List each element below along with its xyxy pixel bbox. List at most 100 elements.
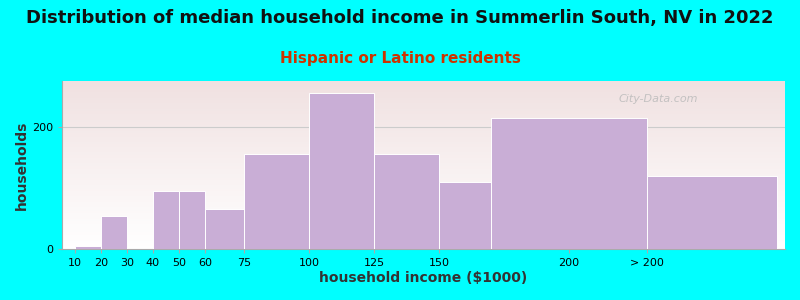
Bar [62, 102, 785, 103]
Bar [62, 113, 785, 114]
Bar [62, 159, 785, 160]
Bar [62, 216, 785, 217]
Bar [62, 225, 785, 226]
Bar [62, 108, 785, 109]
Bar [62, 126, 785, 127]
Bar [62, 84, 785, 85]
Bar [62, 214, 785, 215]
Bar [62, 199, 785, 200]
Bar [62, 213, 785, 214]
Bar [62, 131, 785, 132]
Bar [62, 240, 785, 241]
Bar [62, 197, 785, 198]
Bar [62, 149, 785, 150]
Bar [62, 115, 785, 116]
Bar [62, 152, 785, 153]
Bar [62, 211, 785, 212]
Bar [62, 158, 785, 159]
Bar [62, 127, 785, 128]
Bar [62, 161, 785, 162]
Bar [62, 227, 785, 228]
Bar [62, 188, 785, 189]
Bar [62, 128, 785, 129]
Bar [62, 234, 785, 235]
Bar [62, 169, 785, 170]
Bar [62, 165, 785, 166]
Bar [62, 151, 785, 152]
Bar [62, 237, 785, 238]
Bar [62, 187, 785, 188]
Bar [62, 135, 785, 136]
Bar [62, 247, 785, 248]
Bar [62, 194, 785, 195]
Bar [62, 190, 785, 191]
Bar [62, 112, 785, 113]
Bar [62, 228, 785, 229]
Bar [62, 144, 785, 145]
Bar [62, 122, 785, 123]
Bar [62, 133, 785, 134]
Bar [62, 157, 785, 158]
Bar [491, 118, 647, 249]
Bar [153, 191, 179, 249]
Bar [309, 93, 374, 249]
Bar [62, 150, 785, 151]
Bar [62, 166, 785, 167]
Bar [62, 192, 785, 193]
Bar [62, 245, 785, 246]
Bar [62, 184, 785, 185]
Bar [62, 182, 785, 183]
Bar [62, 114, 785, 115]
Bar [62, 193, 785, 194]
Bar [62, 118, 785, 119]
Bar [62, 130, 785, 131]
Bar [62, 85, 785, 86]
Bar [62, 195, 785, 196]
Bar [62, 206, 785, 207]
Bar [62, 168, 785, 169]
Bar [62, 198, 785, 199]
Bar [62, 100, 785, 101]
Bar [179, 191, 205, 249]
Bar [62, 236, 785, 237]
Text: Hispanic or Latino residents: Hispanic or Latino residents [279, 51, 521, 66]
Bar [374, 154, 439, 249]
Bar [62, 117, 785, 118]
Bar [62, 99, 785, 100]
Bar [62, 129, 785, 130]
Bar [62, 81, 785, 82]
Text: City-Data.com: City-Data.com [618, 94, 698, 104]
Bar [62, 202, 785, 203]
Bar [62, 232, 785, 233]
Bar [62, 244, 785, 245]
Bar [62, 103, 785, 104]
Bar [62, 124, 785, 125]
Bar [62, 101, 785, 102]
Bar [62, 176, 785, 177]
Bar [62, 119, 785, 120]
Bar [62, 86, 785, 87]
Bar [62, 171, 785, 172]
Bar [62, 137, 785, 138]
Bar [62, 175, 785, 176]
Bar [62, 91, 785, 92]
Y-axis label: households: households [15, 120, 29, 210]
Bar [62, 209, 785, 210]
Bar [62, 138, 785, 139]
Bar [62, 189, 785, 190]
Bar [62, 246, 785, 247]
Bar [62, 89, 785, 90]
Bar [205, 209, 244, 249]
Text: Distribution of median household income in Summerlin South, NV in 2022: Distribution of median household income … [26, 9, 774, 27]
Bar [62, 143, 785, 144]
Bar [62, 121, 785, 122]
Bar [62, 243, 785, 244]
Bar [62, 186, 785, 187]
Bar [62, 82, 785, 83]
X-axis label: household income ($1000): household income ($1000) [319, 271, 527, 285]
Bar [62, 221, 785, 222]
Bar [62, 154, 785, 155]
Bar [62, 205, 785, 206]
Bar [62, 238, 785, 239]
Bar [62, 183, 785, 184]
